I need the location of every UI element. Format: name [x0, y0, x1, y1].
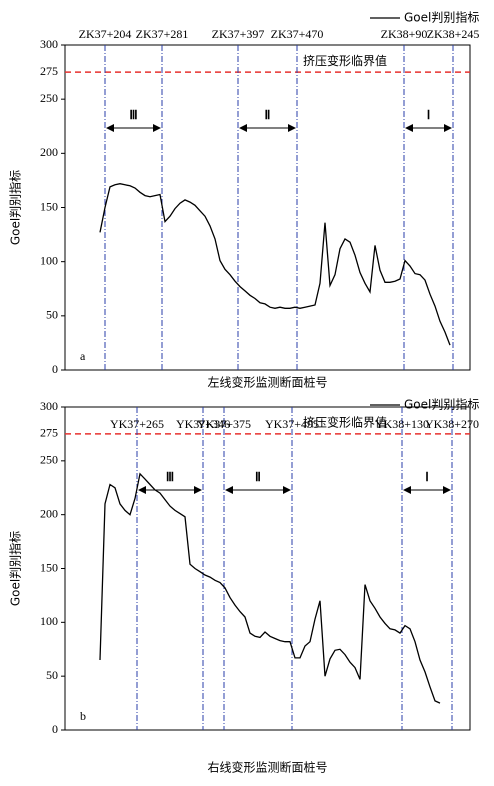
- y-tick-label: 100: [40, 253, 58, 267]
- zone-label: Ⅰ: [427, 108, 431, 122]
- station-label: ZK37+397: [212, 27, 265, 41]
- data-line: [99, 472, 441, 704]
- station-label: YK37+495: [265, 417, 319, 431]
- zone-label: Ⅲ: [166, 470, 174, 484]
- legend-label: Goel判别指标: [404, 397, 479, 412]
- threshold-label: 挤压变形临界值: [303, 415, 387, 430]
- panel-label: a: [80, 349, 86, 363]
- station-label: YK37+265: [110, 417, 164, 431]
- y-tick-label: 150: [40, 199, 58, 213]
- y-tick-label: 100: [40, 614, 58, 628]
- station-label: YK38+270: [425, 417, 479, 431]
- y-axis-label: Goel判别指标: [8, 170, 23, 245]
- y-tick-label: 150: [40, 560, 58, 574]
- threshold-label: 挤压变形临界值: [303, 53, 387, 68]
- data-line: [99, 183, 451, 346]
- panel-label: b: [80, 709, 86, 723]
- plot-frame: [64, 406, 471, 731]
- x-axis-label: 左线变形监测断面桩号: [207, 375, 327, 390]
- y-tick-label: 300: [40, 399, 58, 413]
- legend-label: Goel判别指标: [404, 10, 479, 25]
- station-label: ZK38+245: [427, 27, 480, 41]
- y-tick-label: 200: [40, 145, 58, 159]
- threshold-tick-label: 275: [40, 426, 58, 440]
- y-tick-label: 0: [52, 722, 58, 736]
- x-axis-label: 右线变形监测断面桩号: [207, 760, 327, 775]
- zone-label: Ⅱ: [265, 108, 271, 122]
- y-tick-label: 200: [40, 506, 58, 520]
- station-label: ZK37+204: [79, 27, 132, 41]
- station-label: ZK38+90: [381, 27, 428, 41]
- station-label: YK38+130: [375, 417, 429, 431]
- y-tick-label: 50: [46, 308, 58, 322]
- station-label: YK37+346: [176, 417, 230, 431]
- station-label: ZK37+470: [271, 27, 324, 41]
- zone-label: Ⅰ: [425, 470, 429, 484]
- station-label: YK37+375: [197, 417, 251, 431]
- y-tick-label: 0: [52, 362, 58, 376]
- y-tick-label: 50: [46, 668, 58, 682]
- y-axis-label: Goel判别指标: [8, 531, 23, 606]
- plot-frame: [64, 44, 471, 371]
- y-tick-label: 300: [40, 37, 58, 51]
- station-label: ZK37+281: [136, 27, 189, 41]
- y-tick-label: 250: [40, 91, 58, 105]
- zone-label: Ⅲ: [129, 108, 137, 122]
- threshold-tick-label: 275: [40, 64, 58, 78]
- zone-label: Ⅱ: [255, 470, 261, 484]
- y-tick-label: 250: [40, 453, 58, 467]
